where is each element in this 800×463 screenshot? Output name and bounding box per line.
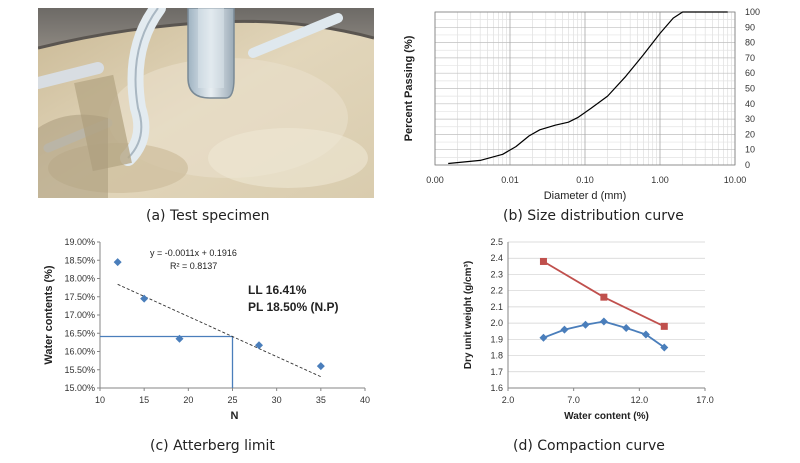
trendline [117, 283, 322, 378]
series-line-gradation [448, 11, 728, 165]
x-tick-label: 1.00 [651, 175, 669, 185]
diamond-marker [581, 320, 590, 329]
y-tick-label: 18.00% [64, 274, 95, 284]
y-tick-label: 16.50% [64, 328, 95, 338]
x-tick-label: 2.0 [502, 395, 515, 405]
compaction-chart: 1.6 1.7 1.8 1.9 2.0 2.1 2.2 2.3 2.4 2.5 2.0 7.0 12.0… [455, 230, 735, 430]
x-tick-label: 0.10 [576, 175, 594, 185]
y-tick-label: 2.0 [490, 318, 503, 328]
y-tick-label: 1.7 [490, 367, 503, 377]
y-tick-label: 15.50% [64, 365, 95, 375]
ll-label: LL 16.41% [248, 283, 307, 297]
caption-a: (a) Test specimen [146, 208, 270, 224]
data-point [316, 362, 325, 371]
diamond-marker [539, 333, 548, 342]
data-point [175, 334, 184, 343]
y-tick-label: 40 [745, 99, 755, 109]
y-tick-label: 19.00% [64, 237, 95, 247]
y-tick-label: 2.4 [490, 253, 503, 263]
y-tick-label: 1.6 [490, 383, 503, 393]
y-tick-label: 0 [745, 160, 750, 170]
equation-label: y = -0.0011x + 0.1916 [150, 248, 237, 258]
y-tick-label: 50 [745, 84, 755, 94]
caption-d: (d) Compaction curve [513, 438, 665, 454]
x-axis-label: Water content (%) [564, 411, 649, 422]
size-distribution-chart: 0.00 0.01 0.10 1.00 10.00 0 10 20 30 40 50 60 70 80 90… [400, 0, 800, 205]
atterberg-chart: 15.00% 15.50% 16.00% 16.50% 17.00% 17.50% 18.0… [38, 230, 378, 430]
y-tick-label: 90 [745, 22, 755, 32]
y-tick-label: 1.8 [490, 351, 503, 361]
compaction-svg: 1.6 1.7 1.8 1.9 2.0 2.1 2.2 2.3 2.4 2.5 2.0 7.0 12.0… [463, 237, 714, 422]
y-axis-label: Dry unit weight (g/cm³) [463, 261, 474, 369]
x-tick-label: 20 [183, 395, 193, 405]
diamond-marker [641, 330, 650, 339]
diamond-marker [660, 343, 669, 352]
y-tick-label: 17.50% [64, 292, 95, 302]
x-tick-label: 15 [139, 395, 149, 405]
square-marker [600, 293, 608, 301]
x-tick-label: 25 [227, 395, 237, 405]
r-squared-label: R² = 0.8137 [170, 261, 217, 271]
x-tick-label: 7.0 [567, 395, 580, 405]
x-tick-label: 0.00 [426, 175, 444, 185]
x-tick-label: 17.0 [696, 395, 714, 405]
caption-c: (c) Atterberg limit [150, 438, 275, 454]
y-tick-label: 1.9 [490, 334, 503, 344]
y-axis-label: Percent Passing (%) [403, 35, 415, 141]
x-tick-label: 10 [95, 395, 105, 405]
data-point [113, 258, 122, 267]
y-tick-label: 80 [745, 38, 755, 48]
y-tick-label: 60 [745, 68, 755, 78]
y-tick-label: 100 [745, 7, 760, 17]
caption-b: (b) Size distribution curve [503, 208, 684, 224]
data-point [140, 294, 149, 303]
y-tick-label: 20 [745, 129, 755, 139]
y-axis-label: Water contents (%) [43, 265, 55, 365]
diamond-marker [560, 325, 569, 334]
atterberg-svg: 15.00% 15.50% 16.00% 16.50% 17.00% 17.50% 18.0… [43, 237, 370, 422]
square-marker [539, 257, 547, 265]
x-tick-label: 0.01 [501, 175, 519, 185]
size-distribution-svg: 0.00 0.01 0.10 1.00 10.00 0 10 20 30 40 50 60 70 80 90… [403, 7, 760, 202]
data-point [255, 341, 263, 350]
diamond-marker [622, 323, 631, 332]
x-tick-label: 40 [360, 395, 370, 405]
x-tick-label: 12.0 [631, 395, 649, 405]
y-tick-label: 18.50% [64, 255, 95, 265]
plot-frame [434, 11, 736, 166]
diamond-marker [599, 317, 608, 326]
x-tick-label: 10.00 [724, 175, 747, 185]
y-tick-label: 2.3 [490, 269, 503, 279]
y-tick-label: 16.00% [64, 347, 95, 357]
y-tick-label: 2.2 [490, 286, 503, 296]
x-axis-label: N [231, 410, 239, 422]
y-tick-label: 15.00% [64, 383, 95, 393]
x-tick-label: 30 [272, 395, 282, 405]
pl-label: PL 18.50% (N.P) [248, 300, 338, 314]
x-axis-label: Diameter d (mm) [544, 190, 627, 202]
y-tick-label: 30 [745, 114, 755, 124]
y-tick-label: 17.00% [64, 310, 95, 320]
y-tick-label: 2.5 [490, 237, 503, 247]
y-tick-label: 2.1 [490, 302, 503, 312]
test-specimen-photo [38, 8, 374, 198]
x-tick-label: 35 [316, 395, 326, 405]
square-marker [660, 322, 668, 330]
y-tick-label: 10 [745, 145, 755, 155]
y-tick-label: 70 [745, 53, 755, 63]
